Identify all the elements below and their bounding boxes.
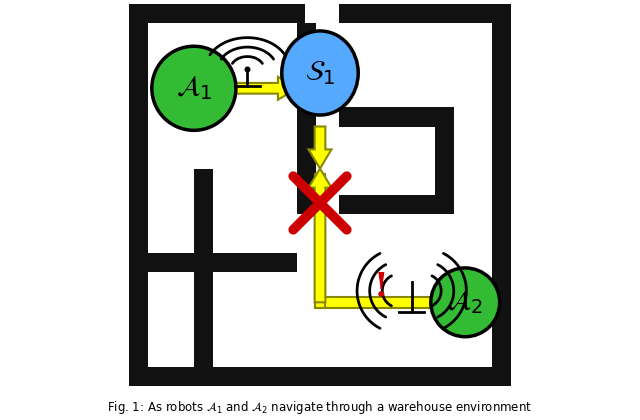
Ellipse shape bbox=[282, 31, 358, 115]
Bar bbox=[194, 168, 213, 367]
Bar bbox=[339, 195, 435, 214]
Bar bbox=[339, 4, 511, 23]
Text: !: ! bbox=[374, 270, 388, 304]
Bar bbox=[315, 174, 325, 308]
Bar bbox=[129, 4, 305, 23]
FancyArrow shape bbox=[308, 168, 332, 302]
Bar bbox=[320, 297, 465, 308]
FancyArrow shape bbox=[308, 126, 332, 168]
Bar bbox=[129, 367, 511, 386]
FancyArrow shape bbox=[225, 77, 297, 100]
Ellipse shape bbox=[431, 268, 500, 337]
Bar bbox=[435, 108, 454, 214]
Bar bbox=[492, 4, 511, 386]
Bar bbox=[148, 252, 297, 272]
Bar bbox=[297, 23, 316, 214]
Text: $\mathcal{S}_1$: $\mathcal{S}_1$ bbox=[305, 59, 335, 87]
Bar bbox=[339, 108, 454, 126]
Text: $\mathcal{A}_2$: $\mathcal{A}_2$ bbox=[447, 289, 483, 316]
Text: $\mathcal{A}_1$: $\mathcal{A}_1$ bbox=[175, 74, 212, 102]
Ellipse shape bbox=[152, 46, 236, 130]
Text: Fig. 1: As robots $\mathcal{A}_1$ and $\mathcal{A}_2$ navigate through a warehou: Fig. 1: As robots $\mathcal{A}_1$ and $\… bbox=[108, 399, 532, 416]
Bar bbox=[129, 4, 148, 386]
